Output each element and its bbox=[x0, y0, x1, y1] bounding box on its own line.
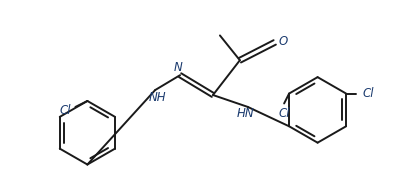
Text: HN: HN bbox=[237, 107, 255, 120]
Text: NH: NH bbox=[148, 91, 166, 105]
Text: N: N bbox=[174, 61, 182, 74]
Text: Cl: Cl bbox=[362, 87, 374, 100]
Text: Cl: Cl bbox=[278, 107, 290, 120]
Text: Cl: Cl bbox=[60, 104, 71, 117]
Text: O: O bbox=[278, 35, 288, 48]
